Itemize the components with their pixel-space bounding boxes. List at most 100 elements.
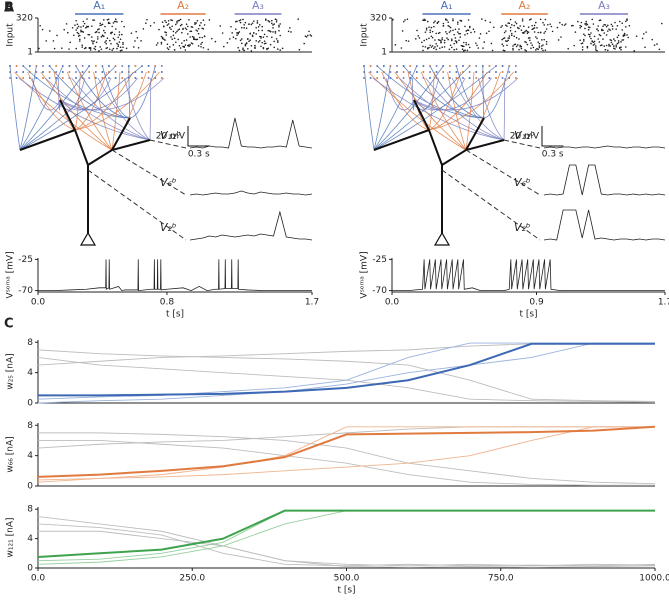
x-tick-label: 0.0 (31, 574, 46, 584)
synapse-dot (475, 71, 478, 73)
weight-line (37, 516, 656, 567)
spike-dot (520, 29, 523, 31)
spike-dot (416, 29, 418, 32)
spike-dot (511, 24, 513, 26)
synapse-line (447, 71, 467, 151)
synapse-dot (448, 65, 451, 67)
synapse-line (40, 71, 113, 151)
synapse-dot (134, 65, 137, 67)
spike-dot (53, 47, 56, 50)
spike-dot (451, 39, 453, 42)
spike-dot (617, 34, 620, 37)
spike-dot (235, 37, 237, 40)
spike-dot (477, 47, 480, 49)
spike-dot (232, 36, 235, 38)
spike-dot (134, 40, 136, 42)
spike-dot (517, 44, 519, 46)
spike-dot (79, 38, 81, 41)
spike-dot (81, 30, 83, 33)
spike-dot (52, 40, 55, 42)
spike-dot (616, 42, 619, 45)
synapse-dot (147, 65, 150, 67)
synapse-dot (508, 71, 511, 73)
spike-dot (609, 45, 611, 47)
spike-dot (183, 39, 185, 42)
spike-dot (263, 40, 266, 42)
synapse-dot (435, 71, 438, 73)
spike-dot (119, 49, 122, 52)
x-axis-label: t [s] (337, 586, 355, 596)
spike-dot (596, 28, 598, 30)
synapse-dot (448, 77, 451, 79)
spike-dot (557, 39, 560, 41)
spike-dot (620, 46, 622, 48)
spike-dot (184, 44, 187, 46)
x-tick-label: 750.0 (488, 574, 514, 584)
y-tick-label: 1 (27, 48, 33, 58)
synapse-dot (9, 77, 11, 79)
spike-dot (591, 18, 593, 21)
y-tick-label: 320 (370, 14, 387, 24)
spike-dot (627, 36, 629, 39)
spike-dot (171, 25, 173, 28)
spike-dot (201, 41, 203, 44)
spike-dot (604, 49, 607, 51)
spike-dot (81, 46, 83, 48)
synapse-dot (42, 71, 44, 73)
spike-dot (177, 38, 179, 41)
synapse-dot (369, 65, 372, 67)
spike-dot (94, 31, 97, 34)
spike-dot (261, 29, 264, 32)
spike-dot (262, 46, 265, 49)
y-axis-label: Vˢᵒᵐᵃ [mV] (360, 251, 370, 298)
x-tick-label: 0.9 (529, 298, 544, 308)
panel-label: B (4, 1, 14, 16)
spike-dot (603, 45, 605, 47)
spike-dot (625, 46, 627, 48)
spike-dot (609, 39, 611, 41)
spike-dot (440, 41, 442, 44)
spike-dot (521, 19, 524, 22)
x-tick-label: 1.7 (305, 298, 319, 308)
spike-dot (164, 39, 166, 41)
spike-dot (590, 42, 592, 45)
spike-dot (437, 20, 440, 23)
spike-dot (247, 47, 249, 50)
spike-dot (447, 38, 450, 41)
spike-dot (269, 43, 272, 46)
synapse-dot (422, 71, 425, 73)
spike-dot (463, 41, 465, 44)
spike-dot (435, 42, 438, 45)
synapse-dot (462, 77, 464, 79)
spike-dot (200, 43, 202, 45)
spike-dot (87, 25, 89, 28)
spike-dot (244, 44, 247, 47)
spike-dot (67, 31, 69, 34)
spike-dot (449, 26, 452, 29)
spike-dot (615, 44, 617, 47)
spike-dot (88, 47, 91, 50)
spike-dot (589, 26, 591, 29)
spike-dot (194, 23, 196, 25)
spike-dot (175, 23, 177, 26)
spike-dot (262, 36, 265, 38)
spike-dot (441, 38, 444, 41)
spike-dot (266, 48, 268, 51)
spike-dot (603, 32, 605, 34)
dendrite-trace (543, 164, 666, 196)
spike-dot (455, 40, 458, 43)
spike-dot (651, 38, 653, 41)
spike-dot (179, 18, 182, 21)
spike-dot (117, 36, 119, 39)
spike-dot (191, 42, 194, 45)
spike-dot (509, 18, 512, 21)
spike-dot (549, 23, 551, 25)
spike-dot (442, 25, 445, 27)
spike-dot (257, 41, 260, 43)
spike-dot (92, 41, 94, 43)
spike-dot (167, 20, 170, 22)
spike-dot (626, 18, 628, 20)
y-axis-label: w₆₆ [nA] (6, 436, 16, 472)
spike-dot (424, 31, 427, 33)
spike-dot (608, 28, 610, 30)
